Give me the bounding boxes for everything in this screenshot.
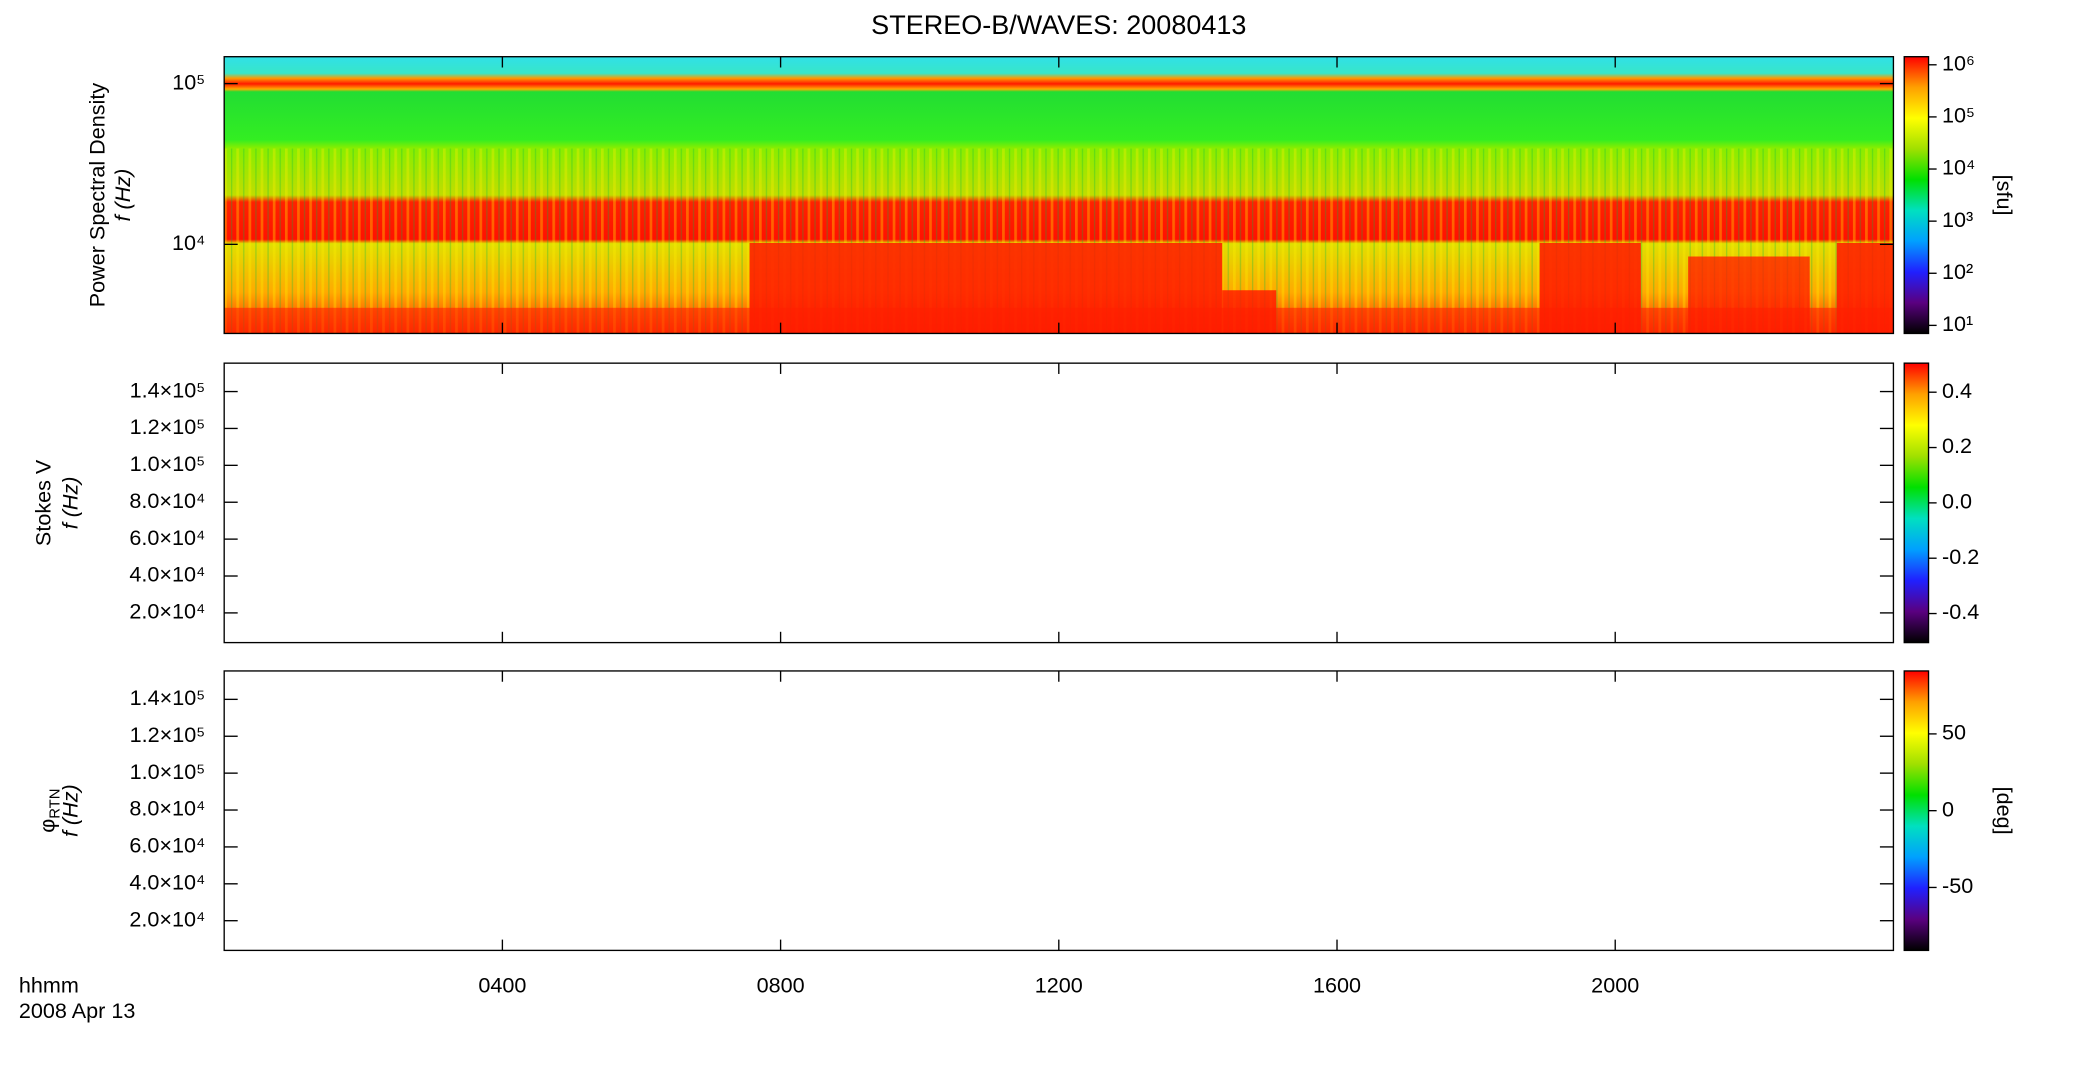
- y-tick-label: 2.0×10⁴: [129, 599, 205, 624]
- y-tick-label: 1.0×10⁵: [130, 759, 206, 784]
- colorbar-tick-label: 10²: [1942, 259, 1973, 284]
- y-tick-label: 8.0×10⁴: [129, 796, 205, 821]
- colorbar-label: [sfu]: [1992, 175, 2017, 216]
- y-tick-label: 1.0×10⁵: [130, 451, 206, 476]
- colorbar: [1903, 362, 1930, 644]
- y-tick-label: 10⁴: [172, 230, 205, 255]
- colorbar-tick-label: 10⁵: [1942, 103, 1975, 128]
- x-tick-label: 0400: [478, 973, 526, 998]
- quantity-subscript: RTN: [47, 789, 63, 819]
- y-axis-quantity: φRTN: [34, 789, 63, 833]
- y-tick-label: 6.0×10⁴: [129, 833, 205, 858]
- colorbar-tick-label: 0: [1942, 796, 1954, 821]
- colorbar-tick-label: 10³: [1942, 207, 1973, 232]
- colorbar-tick-label: 10⁶: [1942, 51, 1975, 76]
- colorbar: [1903, 56, 1930, 335]
- quantity: Power Spectral Density: [84, 83, 109, 308]
- y-axis-label: f (Hz): [110, 169, 135, 222]
- y-axis-label: f (Hz): [57, 476, 82, 529]
- y-tick-label: 4.0×10⁴: [129, 870, 205, 895]
- x-tick-label: 0800: [757, 973, 805, 998]
- colorbar-tick-label: 0.0: [1942, 489, 1972, 514]
- y-tick-label: 1.2×10⁵: [130, 722, 206, 747]
- y-tick-label: 1.2×10⁵: [130, 414, 206, 439]
- colorbar-tick-label: 0.4: [1942, 378, 1972, 403]
- x-tick-label: 1200: [1035, 973, 1083, 998]
- quantity: φ: [34, 819, 59, 833]
- colorbar-tick-label: 0.2: [1942, 433, 1972, 458]
- colorbar-label: [deg]: [1992, 787, 2017, 835]
- colorbar-tick-label: -0.2: [1942, 544, 1979, 569]
- y-tick-label: 1.4×10⁵: [130, 377, 206, 402]
- colorbar-tick-label: 10¹: [1942, 311, 1973, 336]
- quantity: Stokes V: [30, 459, 55, 546]
- colorbar-tick-label: 50: [1942, 720, 1966, 745]
- colorbar-tick-label: -0.4: [1942, 599, 1979, 624]
- y-tick-label: 8.0×10⁴: [129, 488, 205, 513]
- plot-frame: [223, 362, 1895, 644]
- colorbar-tick-label: 10⁴: [1942, 155, 1975, 180]
- y-tick-label: 4.0×10⁴: [129, 562, 205, 587]
- y-tick-label: 10⁵: [172, 69, 205, 94]
- y-axis-label: f (Hz): [57, 784, 82, 837]
- y-axis-quantity: Stokes V: [30, 459, 55, 546]
- x-axis-label: hhmm: [19, 973, 79, 998]
- plot-frame: [223, 670, 1895, 952]
- colorbar-tick-label: -50: [1942, 873, 1973, 898]
- colorbar: [1903, 670, 1930, 952]
- x-tick-label: 2000: [1591, 973, 1639, 998]
- spectrogram-image: [224, 56, 1894, 334]
- y-axis-quantity: Power Spectral Density: [84, 83, 109, 308]
- x-tick-label: 1600: [1313, 973, 1361, 998]
- y-tick-label: 2.0×10⁴: [129, 906, 205, 931]
- y-tick-label: 6.0×10⁴: [129, 525, 205, 550]
- x-axis-date: 2008 Apr 13: [19, 998, 135, 1023]
- chart-title: STEREO-B/WAVES: 20080413: [871, 10, 1246, 40]
- y-tick-label: 1.4×10⁵: [130, 685, 206, 710]
